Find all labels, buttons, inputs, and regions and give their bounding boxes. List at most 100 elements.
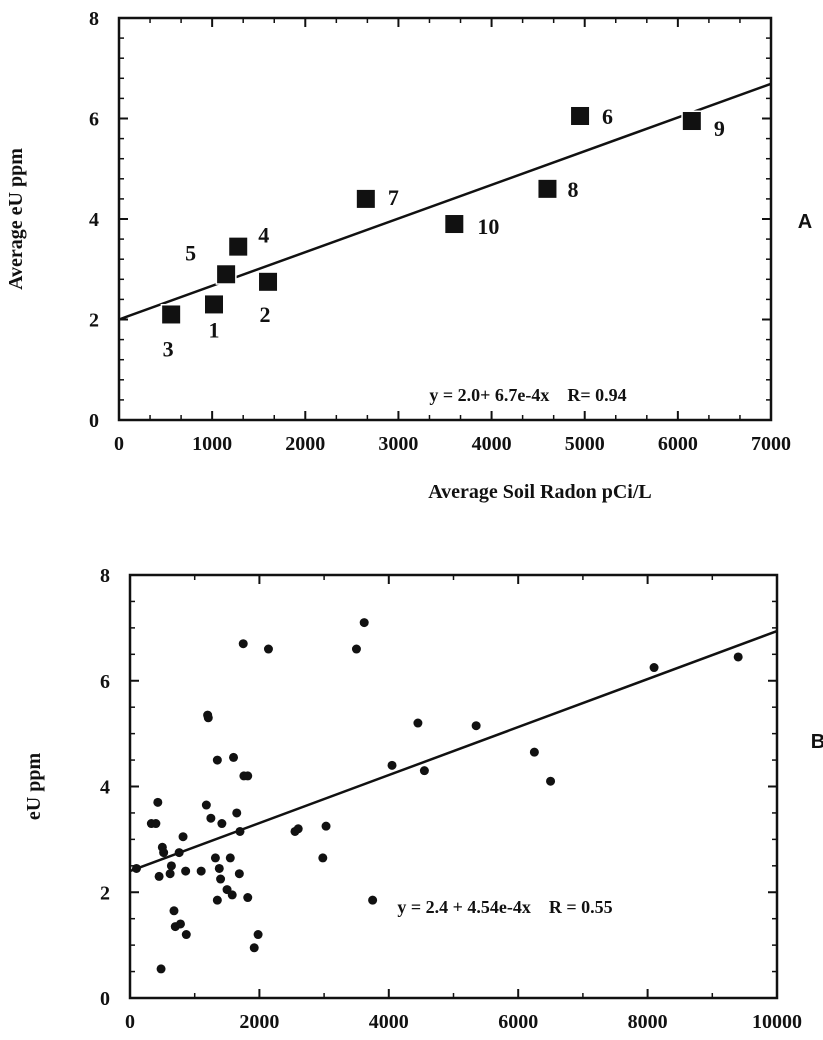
data-point bbox=[235, 826, 245, 836]
x-tick-label: 0 bbox=[125, 1011, 135, 1033]
fit-equation-text: y = 2.4 + 4.54e-4x bbox=[397, 897, 531, 917]
data-point-square bbox=[203, 293, 225, 315]
y-tick-label: 4 bbox=[89, 209, 99, 231]
x-tick-label: 1000 bbox=[192, 433, 232, 455]
fit-r-value: R= 0.94 bbox=[567, 385, 626, 405]
data-point-square bbox=[569, 105, 591, 127]
data-point-square bbox=[215, 263, 237, 285]
data-point-square bbox=[681, 110, 703, 132]
y-tick-label: 0 bbox=[100, 988, 110, 1010]
data-point bbox=[243, 771, 253, 781]
data-point bbox=[174, 848, 184, 858]
data-point bbox=[359, 618, 369, 628]
data-point bbox=[206, 813, 216, 823]
point-label: 9 bbox=[714, 116, 725, 141]
point-label: 5 bbox=[185, 240, 196, 265]
y-tick-label: 8 bbox=[89, 8, 99, 30]
data-point bbox=[196, 866, 206, 876]
y-tick-label: 2 bbox=[100, 882, 110, 904]
data-point bbox=[153, 797, 163, 807]
fit-equation: y = 2.4 + 4.54e-4x R = 0.55 bbox=[397, 897, 612, 917]
regression-line bbox=[129, 629, 778, 873]
data-point bbox=[210, 853, 220, 863]
data-point bbox=[546, 776, 556, 786]
panel-b-chart: 020004000600080001000002468Radon pCi/LeU… bbox=[23, 565, 823, 1033]
data-point bbox=[368, 895, 378, 905]
data-point-square bbox=[355, 188, 377, 210]
data-point-square bbox=[536, 178, 558, 200]
x-tick-label: 6000 bbox=[658, 433, 698, 455]
data-point bbox=[175, 919, 185, 929]
x-tick-label: 3000 bbox=[378, 433, 418, 455]
data-point bbox=[321, 821, 331, 831]
data-point bbox=[253, 930, 263, 940]
data-point bbox=[351, 644, 361, 654]
x-axis-title: Average Soil Radon pCi/L bbox=[428, 481, 652, 503]
data-point bbox=[225, 853, 235, 863]
data-point bbox=[413, 718, 423, 728]
data-point bbox=[181, 930, 191, 940]
x-tick-label: 6000 bbox=[498, 1011, 538, 1033]
data-point bbox=[229, 752, 239, 762]
x-tick-label: 10000 bbox=[752, 1011, 802, 1033]
x-tick-label: 8000 bbox=[628, 1011, 668, 1033]
plot-frame bbox=[128, 573, 779, 1000]
data-point bbox=[166, 861, 176, 871]
y-axis-title: eU ppm bbox=[23, 753, 45, 821]
data-point bbox=[169, 906, 179, 916]
data-point bbox=[212, 895, 222, 905]
data-point bbox=[733, 652, 743, 662]
data-point bbox=[232, 808, 242, 818]
point-label: 4 bbox=[258, 223, 269, 248]
data-point bbox=[249, 943, 259, 953]
data-point bbox=[529, 747, 539, 757]
data-point bbox=[216, 874, 226, 884]
x-tick-label: 2000 bbox=[285, 433, 325, 455]
data-point bbox=[649, 663, 659, 673]
data-point bbox=[178, 832, 188, 842]
data-point bbox=[293, 824, 303, 834]
data-point-square bbox=[160, 303, 182, 325]
fit-r-value: R = 0.55 bbox=[549, 897, 613, 917]
y-tick-label: 0 bbox=[89, 410, 99, 432]
data-point bbox=[238, 639, 248, 649]
point-label: 7 bbox=[388, 185, 399, 210]
x-tick-label: 5000 bbox=[565, 433, 605, 455]
data-point bbox=[165, 869, 175, 879]
data-point bbox=[154, 871, 164, 881]
point-label: 2 bbox=[260, 302, 271, 327]
point-label: 6 bbox=[602, 104, 613, 129]
data-point bbox=[263, 644, 273, 654]
data-point bbox=[159, 848, 169, 858]
data-point bbox=[234, 869, 244, 879]
data-point bbox=[131, 863, 141, 873]
data-point bbox=[243, 893, 253, 903]
data-point bbox=[227, 890, 237, 900]
x-tick-label: 0 bbox=[114, 433, 124, 455]
panel-a-chart: 0 1000 2000 3000 4000 5000 6000 7000 0 2 4 6 8 Averag… bbox=[5, 8, 812, 503]
point-label: 10 bbox=[477, 214, 499, 239]
data-point bbox=[217, 819, 227, 829]
point-label: 1 bbox=[209, 317, 220, 342]
panel-label: A bbox=[798, 211, 812, 233]
fit-equation-text: y = 2.0+ 6.7e-4x bbox=[429, 385, 549, 405]
point-label: 8 bbox=[567, 177, 578, 202]
data-point bbox=[181, 866, 191, 876]
data-point bbox=[203, 713, 213, 723]
y-axis-title: Average eU ppm bbox=[5, 148, 27, 290]
data-point bbox=[156, 964, 166, 974]
data-point bbox=[214, 863, 224, 873]
data-point bbox=[471, 721, 481, 731]
data-point bbox=[387, 760, 397, 770]
y-tick-label: 8 bbox=[100, 565, 110, 587]
data-point bbox=[212, 755, 222, 765]
y-tick-label: 4 bbox=[100, 777, 110, 799]
data-point bbox=[201, 800, 211, 810]
x-tick-label: 4000 bbox=[472, 433, 512, 455]
y-tick-label: 6 bbox=[100, 671, 110, 693]
x-tick-label: 7000 bbox=[751, 433, 791, 455]
x-tick-label: 4000 bbox=[369, 1011, 409, 1033]
y-tick-label: 2 bbox=[89, 310, 99, 332]
data-point-square bbox=[257, 271, 279, 293]
